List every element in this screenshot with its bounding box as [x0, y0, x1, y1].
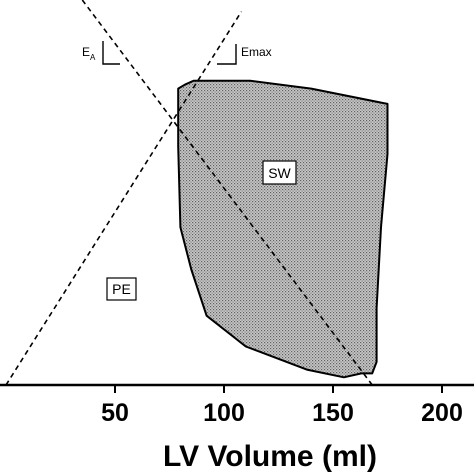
x-axis-title: LV Volume (ml): [163, 440, 377, 473]
ea-label: E A: [82, 45, 96, 62]
x-tick-label: 50: [101, 399, 129, 427]
emax-line: [5, 11, 243, 386]
emax-label: Emax: [241, 45, 272, 59]
sw-label-box: SW: [262, 160, 297, 185]
x-axis-ticks: 50 100 150 200: [101, 385, 463, 427]
x-tick-label: 200: [421, 399, 463, 427]
x-tick-label: 100: [203, 399, 245, 427]
ea-label-main: E: [82, 45, 90, 59]
pe-label: PE: [112, 281, 131, 297]
emax-slope-marker: [217, 44, 237, 65]
pressure-volume-loop: [177, 79, 389, 379]
ea-label-subscript: A: [90, 53, 96, 62]
x-tick-label: 150: [312, 399, 354, 427]
pe-label-box: PE: [106, 277, 137, 301]
ea-slope-marker: [102, 41, 120, 65]
sw-label: SW: [268, 165, 291, 181]
